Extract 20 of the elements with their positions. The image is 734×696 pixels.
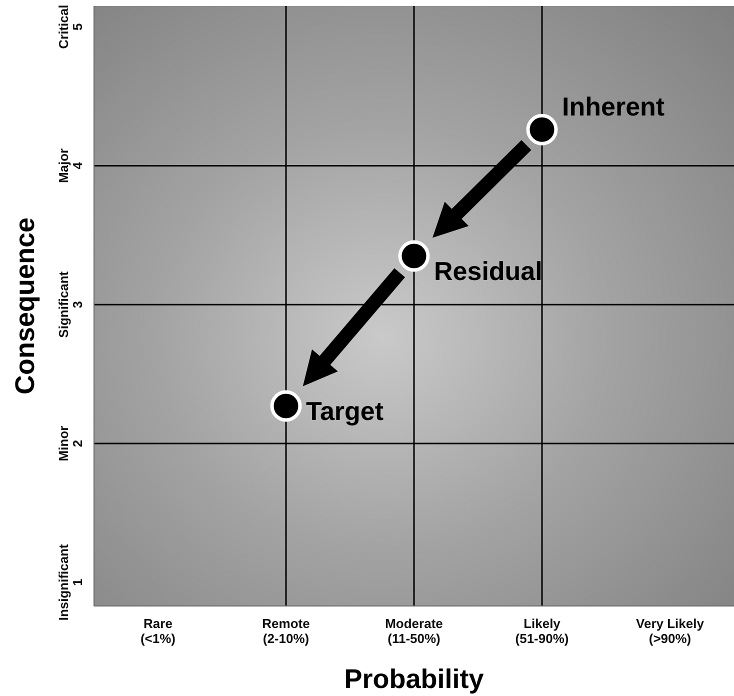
text: Significant	[56, 270, 71, 338]
x-tick-label: Likely (51-90%)	[515, 616, 569, 646]
series-label: Inherent	[562, 92, 665, 122]
x-tick-label: Very Likely (>90%)	[636, 616, 705, 646]
text: Insignificant	[56, 543, 71, 621]
series-label: Target	[306, 396, 384, 426]
y-tick-label: 5	[70, 23, 85, 30]
text: Minor	[56, 426, 71, 462]
y-tick-label: 3	[70, 300, 85, 308]
x-axis-title: Probability	[344, 664, 484, 694]
x-tick-label: Moderate (11-50%)	[385, 616, 443, 646]
text: Critical	[56, 4, 71, 49]
y-tick-label: 2	[70, 440, 85, 448]
x-tick-label: Remote (2-10%)	[262, 616, 310, 646]
y-axis-title: Consequence	[10, 217, 40, 395]
y-tick-label: 1	[70, 578, 85, 586]
series-label: Residual	[434, 256, 542, 286]
text: Major	[56, 148, 71, 184]
y-tick-label: 4	[70, 161, 85, 170]
x-tick-label: Rare (<1%)	[140, 616, 176, 646]
